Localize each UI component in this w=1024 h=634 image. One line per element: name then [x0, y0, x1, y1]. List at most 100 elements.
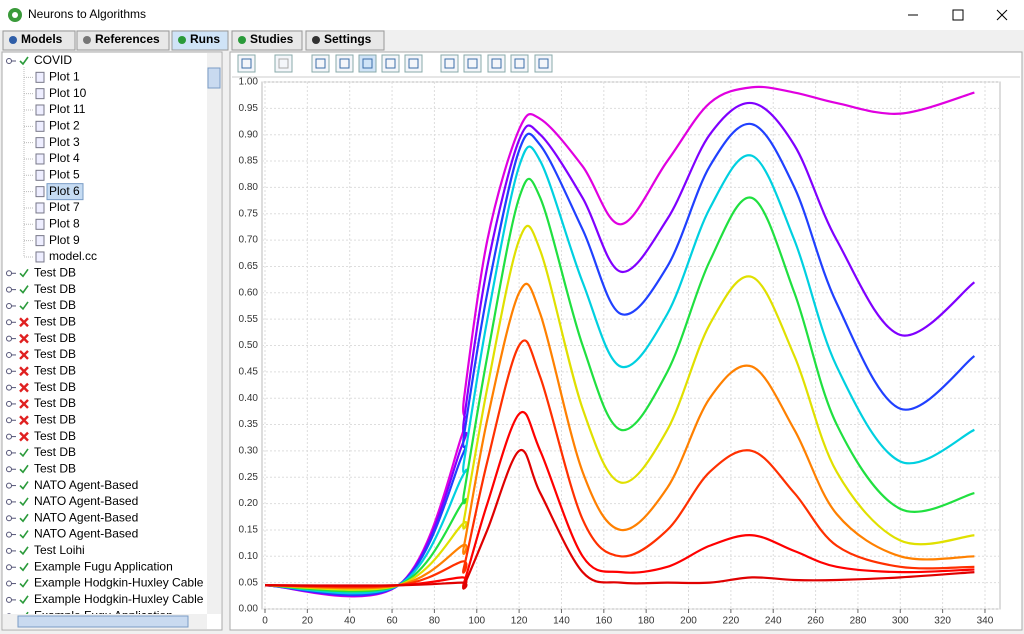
tab-icon — [178, 36, 186, 44]
status-ok-icon — [19, 546, 29, 556]
toolbar-glyph — [467, 58, 478, 69]
tree-item[interactable]: Example Fugu Application — [34, 559, 173, 573]
y-tick-label: 0.40 — [239, 393, 259, 404]
y-tick-label: 1.00 — [239, 77, 259, 88]
tree-item[interactable]: Test DB — [34, 331, 76, 345]
toolbar-button[interactable] — [404, 54, 423, 73]
tree-item[interactable]: NATO Agent-Based — [34, 510, 138, 524]
x-tick-label: 140 — [553, 616, 570, 627]
tree-item[interactable]: Test DB — [34, 314, 76, 328]
file-icon — [35, 186, 45, 198]
tree-item[interactable]: Test DB — [34, 347, 76, 361]
file-icon — [35, 120, 45, 132]
tree-item[interactable]: Plot 9 — [49, 233, 80, 247]
status-ok-icon — [19, 464, 29, 474]
tab-label[interactable]: References — [95, 32, 160, 46]
x-tick-label: 280 — [850, 616, 867, 627]
selection-highlight — [46, 183, 84, 201]
tab[interactable] — [231, 30, 303, 51]
tree-item[interactable]: Example Hodgkin-Huxley Cable — [34, 576, 204, 590]
tree-item[interactable]: Test DB — [34, 282, 76, 296]
file-icon — [35, 251, 45, 263]
y-tick-label: 0.70 — [239, 235, 259, 246]
toolbar-glyph — [538, 58, 549, 69]
y-tick-label: 0.05 — [239, 577, 259, 588]
tree-item[interactable]: NATO Agent-Based — [34, 478, 138, 492]
title-bar — [0, 0, 1024, 30]
toolbar-glyph — [241, 58, 252, 69]
tree-item[interactable]: Plot 2 — [49, 118, 80, 132]
tab[interactable] — [171, 30, 229, 51]
toolbar-button[interactable] — [311, 54, 330, 73]
toolbar-button[interactable] — [237, 54, 256, 73]
x-tick-label: 60 — [386, 616, 398, 627]
tab-label[interactable]: Models — [21, 32, 63, 46]
y-tick-label: 0.50 — [239, 340, 259, 351]
tree-item[interactable]: model.cc — [49, 249, 97, 263]
scroll-thumb[interactable] — [17, 615, 189, 628]
toolbar-button[interactable] — [534, 54, 553, 73]
file-icon — [35, 71, 45, 83]
tab-icon — [238, 36, 246, 44]
maximize-button[interactable] — [952, 9, 964, 21]
tab-label[interactable]: Runs — [190, 32, 220, 46]
toolbar-button[interactable] — [510, 54, 529, 73]
tree-item[interactable]: Test DB — [34, 298, 76, 312]
toolbar-button[interactable] — [487, 54, 506, 73]
x-tick-label: 260 — [807, 616, 824, 627]
toolbar-button[interactable] — [381, 54, 400, 73]
tree-item[interactable]: COVID — [34, 53, 72, 67]
tree-item[interactable]: Plot 6 — [49, 184, 80, 198]
toolbar-glyph — [444, 58, 455, 69]
tree-item[interactable]: Plot 8 — [49, 216, 80, 230]
x-tick-label: 300 — [892, 616, 909, 627]
vertical-scrollbar[interactable] — [207, 53, 221, 614]
tab-label[interactable]: Settings — [324, 32, 372, 46]
toolbar — [237, 54, 553, 73]
toolbar-button[interactable] — [463, 54, 482, 73]
scroll-thumb[interactable] — [207, 67, 221, 89]
tab[interactable] — [305, 30, 385, 51]
status-error-icon — [19, 317, 29, 328]
tree-item[interactable]: Plot 1 — [49, 70, 80, 84]
toolbar-button[interactable] — [358, 54, 377, 73]
tab[interactable] — [76, 30, 170, 51]
tree-item[interactable]: Test DB — [34, 412, 76, 426]
tree-item[interactable]: Test DB — [34, 461, 76, 475]
tab[interactable] — [2, 30, 76, 51]
tree-item[interactable]: Test Loihi — [34, 543, 85, 557]
toolbar-button[interactable] — [335, 54, 354, 73]
status-ok-icon — [19, 513, 29, 523]
tree-item[interactable]: Test DB — [34, 445, 76, 459]
tree-item[interactable]: Test DB — [34, 429, 76, 443]
tab-icon — [9, 36, 17, 44]
tree-item[interactable]: Example Hodgkin-Huxley Cable — [34, 592, 204, 606]
toolbar-glyph — [491, 58, 502, 69]
x-tick-label: 180 — [638, 616, 655, 627]
toolbar-glyph — [408, 58, 419, 69]
toolbar-button[interactable] — [274, 54, 293, 73]
tree-item[interactable]: Plot 5 — [49, 167, 80, 181]
x-tick-label: 240 — [765, 616, 782, 627]
tree-item[interactable]: Plot 3 — [49, 135, 80, 149]
tree-item[interactable]: NATO Agent-Based — [34, 527, 138, 541]
tree-panel — [1, 51, 223, 631]
tree-item[interactable]: Plot 7 — [49, 200, 80, 214]
tree-item[interactable]: Test DB — [34, 396, 76, 410]
tree-item[interactable]: Plot 11 — [49, 102, 86, 116]
file-icon — [35, 104, 45, 116]
tree-item[interactable]: Test DB — [34, 363, 76, 377]
tree-item[interactable]: Test DB — [34, 265, 76, 279]
close-button[interactable] — [996, 9, 1008, 21]
toolbar-button[interactable] — [440, 54, 459, 73]
tree-item[interactable]: NATO Agent-Based — [34, 494, 138, 508]
tree-item[interactable]: Test DB — [34, 380, 76, 394]
window-title: Neurons to Algorithms — [28, 7, 146, 21]
tree-item[interactable]: Plot 4 — [49, 151, 80, 165]
toolbar-glyph — [362, 58, 373, 69]
status-error-icon — [19, 382, 29, 393]
file-icon — [35, 169, 45, 181]
tab-label[interactable]: Studies — [250, 32, 294, 46]
status-error-icon — [19, 350, 29, 360]
tree-item[interactable]: Plot 10 — [49, 86, 87, 100]
